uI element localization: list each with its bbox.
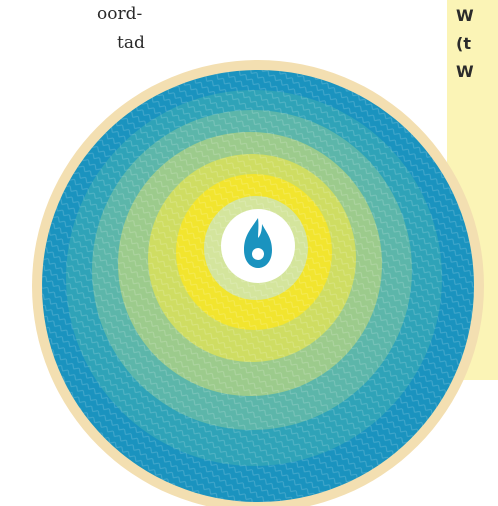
texture bbox=[42, 70, 474, 502]
circle-graphic bbox=[0, 0, 498, 506]
page: oord- tad W (t W bbox=[0, 0, 498, 506]
flame-core bbox=[252, 248, 264, 260]
